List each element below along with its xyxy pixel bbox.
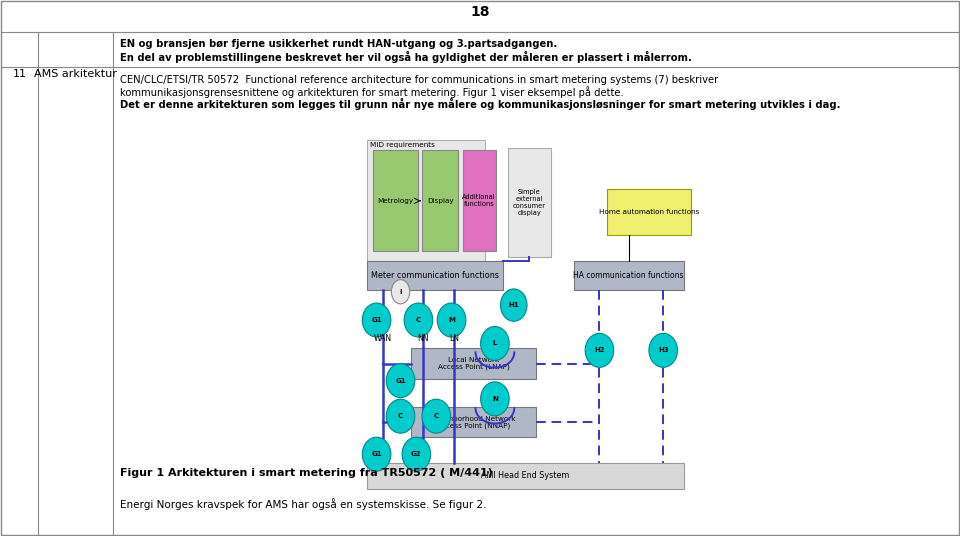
Text: LN: LN: [449, 334, 459, 343]
Text: MID requirements: MID requirements: [371, 142, 435, 148]
Ellipse shape: [402, 437, 431, 471]
Ellipse shape: [392, 280, 410, 304]
FancyBboxPatch shape: [607, 189, 691, 235]
Text: Figur 1 Arkitekturen i smart metering fra TR50572 ( M/441): Figur 1 Arkitekturen i smart metering fr…: [120, 468, 492, 478]
Text: G2: G2: [411, 451, 421, 457]
Text: 11: 11: [13, 69, 27, 79]
Text: Neighborhood Network
Access Point (NNAP): Neighborhood Network Access Point (NNAP): [432, 415, 516, 429]
Text: WAN: WAN: [374, 334, 393, 343]
Ellipse shape: [500, 289, 527, 321]
FancyBboxPatch shape: [368, 260, 502, 290]
Text: Meter communication functions: Meter communication functions: [371, 271, 498, 280]
Text: kommunikasjonsgrensesnittene og arkitekturen for smart metering. Figur 1 viser e: kommunikasjonsgrensesnittene og arkitekt…: [120, 86, 624, 98]
Text: C: C: [434, 413, 439, 419]
Ellipse shape: [649, 333, 678, 367]
Text: Simple
external
consumer
display: Simple external consumer display: [513, 189, 545, 217]
Text: N: N: [492, 396, 498, 402]
Text: C: C: [398, 413, 403, 419]
Ellipse shape: [386, 399, 415, 433]
Ellipse shape: [422, 399, 450, 433]
Ellipse shape: [481, 326, 509, 360]
Text: 18: 18: [470, 5, 490, 19]
FancyBboxPatch shape: [368, 464, 684, 489]
Text: EN og bransjen bør fjerne usikkerhet rundt HAN-utgang og 3.partsadgangen.: EN og bransjen bør fjerne usikkerhet run…: [120, 39, 557, 49]
Text: G1: G1: [396, 378, 406, 384]
Ellipse shape: [481, 382, 509, 416]
Ellipse shape: [362, 303, 391, 337]
Text: G1: G1: [372, 317, 382, 323]
FancyBboxPatch shape: [422, 151, 458, 251]
Text: Home automation functions: Home automation functions: [599, 209, 699, 215]
FancyBboxPatch shape: [411, 407, 536, 437]
Text: NN: NN: [418, 334, 429, 343]
Text: M: M: [448, 317, 455, 323]
Ellipse shape: [437, 303, 466, 337]
FancyBboxPatch shape: [508, 148, 551, 257]
FancyBboxPatch shape: [463, 151, 496, 251]
Text: HA communication functions: HA communication functions: [573, 271, 684, 280]
Text: En del av problemstillingene beskrevet her vil også ha gyldighet der måleren er : En del av problemstillingene beskrevet h…: [120, 51, 692, 63]
Text: CEN/CLC/ETSI/TR 50572  Functional reference architecture for communications in s: CEN/CLC/ETSI/TR 50572 Functional referen…: [120, 75, 718, 85]
Text: Energi Norges kravspek for AMS har også en systemskisse. Se figur 2.: Energi Norges kravspek for AMS har også …: [120, 498, 487, 510]
FancyBboxPatch shape: [368, 140, 485, 265]
Text: Metrology: Metrology: [377, 198, 414, 204]
Text: AMS arkitektur: AMS arkitektur: [34, 69, 116, 79]
Text: Display: Display: [427, 198, 454, 204]
Ellipse shape: [362, 437, 391, 471]
Text: L: L: [492, 340, 497, 346]
FancyBboxPatch shape: [372, 151, 419, 251]
FancyBboxPatch shape: [574, 260, 684, 290]
Text: G1: G1: [372, 451, 382, 457]
Text: I: I: [399, 289, 402, 295]
Text: Additional
functions: Additional functions: [463, 195, 496, 207]
Text: C: C: [416, 317, 421, 323]
Text: H3: H3: [658, 347, 668, 353]
Ellipse shape: [404, 303, 433, 337]
Text: H2: H2: [594, 347, 605, 353]
Text: Det er denne arkitekturen som legges til grunn når nye målere og kommunikasjonsl: Det er denne arkitekturen som legges til…: [120, 98, 841, 110]
Ellipse shape: [586, 333, 613, 367]
Text: Local Network
Access Point (LNAP): Local Network Access Point (LNAP): [438, 357, 510, 370]
FancyBboxPatch shape: [411, 348, 536, 378]
Text: AMI Head End System: AMI Head End System: [481, 472, 569, 480]
Text: H1: H1: [509, 302, 519, 308]
Ellipse shape: [386, 363, 415, 398]
